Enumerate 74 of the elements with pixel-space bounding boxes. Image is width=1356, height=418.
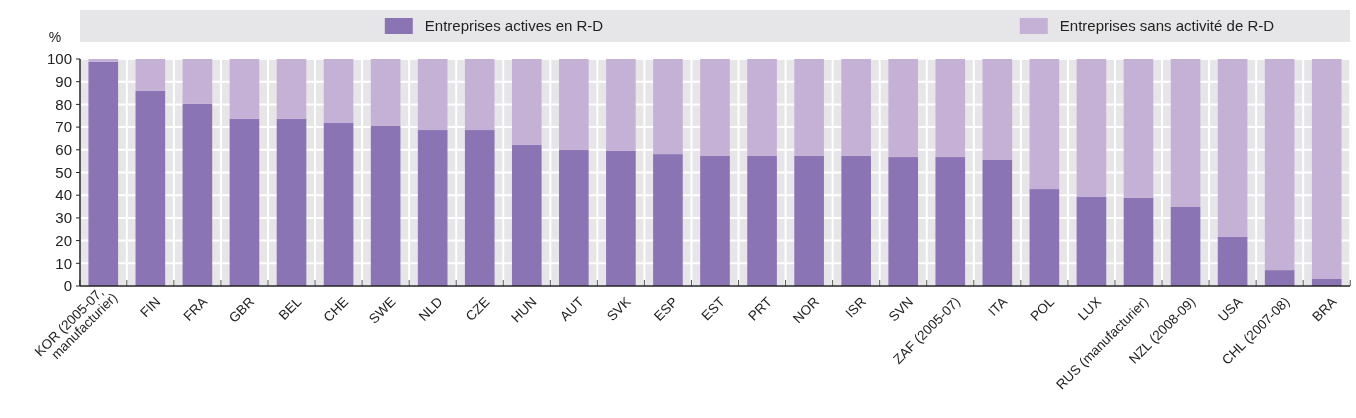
y-tick-label: 100 (46, 50, 72, 68)
bar (559, 150, 589, 286)
legend-label: Entreprises sans activité de R-D (1059, 17, 1275, 35)
x-tick-label: ITA (985, 294, 1011, 319)
bar (1217, 59, 1248, 237)
x-tick-label: USA (1215, 294, 1246, 325)
x-tick-label: FRA (180, 294, 211, 324)
y-tick-label: 70 (55, 118, 72, 136)
x-tick-label: ISR (842, 294, 870, 321)
bar (417, 130, 448, 286)
bar (135, 91, 166, 286)
y-tick-label: 60 (55, 141, 72, 159)
bar (559, 59, 589, 151)
bar (1123, 197, 1154, 286)
bar (417, 59, 448, 131)
bar (888, 59, 919, 158)
bar (653, 59, 683, 155)
bar (606, 150, 636, 286)
bar (653, 154, 683, 286)
y-tick-label: 0 (63, 277, 72, 295)
y-tick-label: 80 (55, 95, 72, 113)
bar (841, 155, 871, 286)
bar (747, 155, 777, 286)
y-axis-title: % (48, 28, 62, 45)
x-tick-label: BEL (275, 293, 305, 323)
bar (511, 145, 542, 286)
x-tick-label: FIN (137, 294, 164, 321)
bar (1123, 59, 1154, 198)
bar (276, 59, 307, 119)
bar (1264, 270, 1295, 286)
bar (323, 59, 354, 124)
bar (88, 59, 119, 62)
y-tick-label: 10 (55, 254, 72, 272)
bar (794, 59, 824, 156)
bar (606, 59, 636, 151)
bar (135, 59, 166, 92)
bar (1076, 59, 1107, 198)
y-tick-label: 30 (55, 209, 72, 227)
bar (464, 59, 495, 131)
bar (229, 118, 260, 286)
bar (1311, 59, 1342, 279)
bar (888, 157, 919, 286)
bar (1076, 197, 1107, 286)
bar (464, 130, 495, 286)
bar (700, 59, 730, 156)
bar (841, 59, 871, 156)
bar (511, 59, 542, 146)
x-tick-label: POL (1027, 293, 1058, 324)
bar (370, 125, 401, 286)
bar (182, 59, 213, 104)
bar (1170, 59, 1201, 207)
bar (370, 59, 401, 126)
bar (1029, 189, 1060, 286)
y-tick-label: 20 (55, 231, 72, 249)
bar (276, 118, 307, 286)
bar (88, 61, 119, 286)
bar (182, 103, 213, 286)
bar (229, 59, 260, 119)
y-tick-label: 90 (55, 72, 72, 90)
bar (1029, 59, 1060, 190)
bar (700, 155, 730, 286)
bar (982, 160, 1013, 286)
bar (1217, 236, 1248, 286)
bar (1170, 207, 1201, 286)
bar (794, 155, 824, 286)
bar (935, 157, 966, 286)
bar (982, 59, 1013, 161)
y-tick-label: 40 (55, 186, 72, 204)
y-tick-label: 50 (55, 163, 72, 181)
bar (1264, 59, 1295, 271)
legend-label: Entreprises actives en R-D (424, 17, 604, 35)
bar (747, 59, 777, 156)
bar (323, 123, 354, 286)
bar (935, 59, 966, 158)
